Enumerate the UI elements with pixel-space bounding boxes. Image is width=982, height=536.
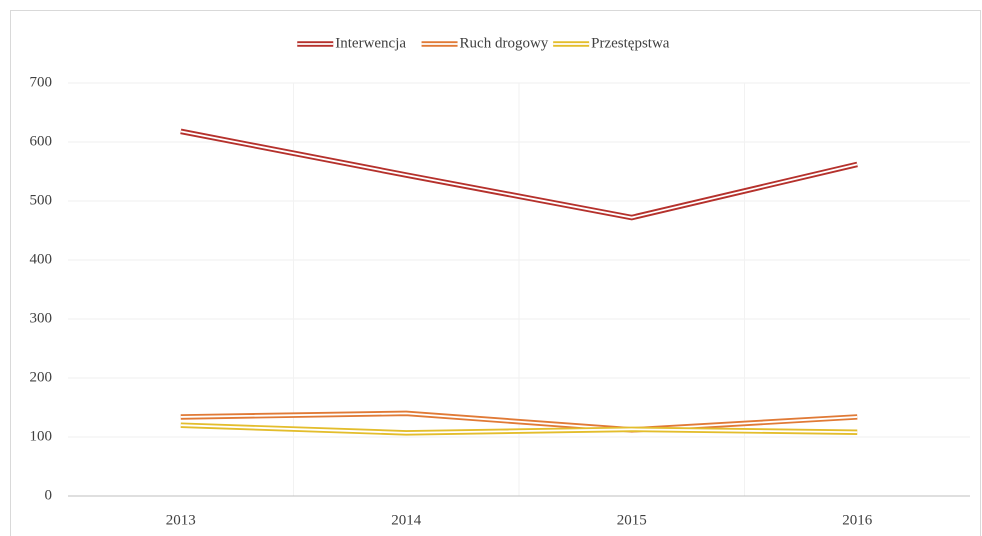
series-line-inner — [180, 130, 858, 219]
x-tick-label: 2014 — [391, 512, 422, 528]
y-tick-label: 100 — [30, 428, 53, 444]
legend-label: Przestępstwa — [591, 35, 670, 51]
y-tick-label: 0 — [45, 487, 53, 503]
chart-border — [10, 10, 981, 536]
x-tick-label: 2015 — [617, 512, 647, 528]
y-tick-label: 500 — [30, 192, 53, 208]
y-tick-label: 200 — [30, 369, 53, 385]
y-tick-label: 600 — [30, 133, 53, 149]
series-line-inner — [180, 412, 858, 431]
legend-label: Ruch drogowy — [460, 35, 549, 51]
x-tick-label: 2013 — [166, 512, 196, 528]
y-tick-label: 300 — [30, 310, 53, 326]
y-tick-label: 700 — [30, 74, 53, 90]
legend-label: Interwencja — [335, 35, 406, 51]
series-line-inner — [180, 424, 858, 434]
x-tick-label: 2016 — [842, 512, 873, 528]
y-tick-label: 400 — [30, 251, 53, 267]
